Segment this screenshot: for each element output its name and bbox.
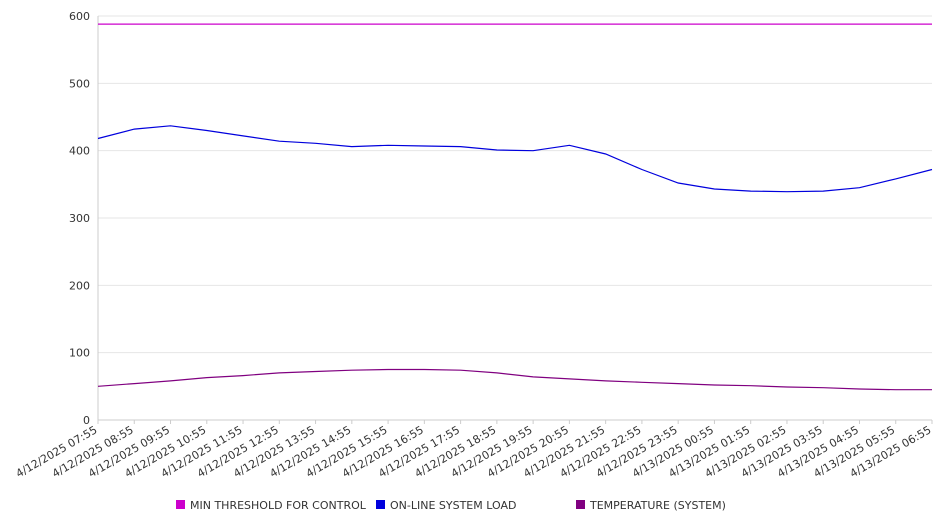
legend-swatch [376, 500, 385, 509]
y-tick-label: 0 [83, 414, 90, 427]
y-tick-label: 500 [69, 77, 90, 90]
legend-label: ON-LINE SYSTEM LOAD [390, 499, 516, 512]
y-tick-label: 600 [69, 10, 90, 23]
y-tick-label: 400 [69, 145, 90, 158]
series-line-temperature [97, 368, 932, 391]
legend-swatch [176, 500, 185, 509]
y-tick-label: 300 [69, 212, 90, 225]
y-tick-label: 200 [69, 279, 90, 292]
legend-label: MIN THRESHOLD FOR CONTROL [190, 499, 367, 512]
legend-swatch [576, 500, 585, 509]
y-tick-label: 100 [69, 347, 90, 360]
series-line-system-load [97, 125, 933, 193]
legend-label: TEMPERATURE (SYSTEM) [589, 499, 726, 512]
